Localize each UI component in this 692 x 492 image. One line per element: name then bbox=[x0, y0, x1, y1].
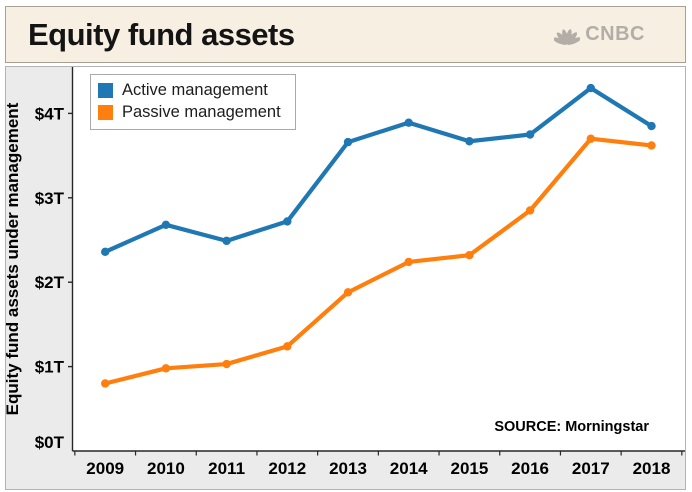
series-line-active-management bbox=[103, 85, 654, 254]
x-tick-label: 2012 bbox=[268, 459, 306, 478]
data-point-passive-management-2010 bbox=[161, 364, 171, 373]
y-tick-label: $3T bbox=[35, 189, 65, 208]
data-point-passive-management-2016 bbox=[525, 206, 535, 215]
data-point-passive-management-2014 bbox=[404, 257, 413, 267]
data-point-active-management-2014 bbox=[404, 118, 413, 127]
data-point-passive-management-2018 bbox=[647, 141, 656, 150]
legend-label: Passive management bbox=[122, 103, 281, 121]
data-point-active-management-2011 bbox=[222, 236, 231, 246]
x-tick-label: 2015 bbox=[450, 459, 488, 478]
legend: Active management Passive management bbox=[90, 74, 296, 130]
cnbc-wordmark: CNBC bbox=[585, 23, 645, 45]
chart-area: $0T $1T $2T $3T $4T 2009 2010 2011 2012 2013 2014 2… bbox=[5, 66, 686, 490]
source-note: SOURCE: Morningstar bbox=[494, 419, 649, 435]
x-tick-label: 2011 bbox=[208, 459, 245, 478]
x-tick-label: 2017 bbox=[572, 459, 610, 478]
chart-header: Equity fund assets CNBC bbox=[5, 6, 686, 63]
data-point-passive-management-2015 bbox=[465, 250, 474, 260]
cnbc-logo: CNBC bbox=[554, 23, 645, 46]
data-point-active-management-2018 bbox=[647, 121, 656, 131]
data-point-active-management-2015 bbox=[465, 137, 474, 146]
y-tick-label: $4T bbox=[35, 104, 65, 123]
legend-item-passive-management: Passive management bbox=[98, 103, 281, 122]
x-tick-label: 2018 bbox=[633, 459, 671, 478]
x-tick-label: 2010 bbox=[147, 459, 185, 478]
data-point-active-management-2013 bbox=[343, 137, 353, 147]
legend-label: Active management bbox=[122, 81, 268, 99]
x-tick-label: 2014 bbox=[390, 459, 428, 478]
legend-item-active-management: Active management bbox=[98, 81, 281, 100]
data-point-passive-management-2012 bbox=[283, 342, 292, 351]
cnbc-peacock-icon bbox=[554, 28, 581, 45]
y-tick-label: $0T bbox=[35, 433, 65, 452]
legend-swatch-passive-management bbox=[98, 105, 113, 120]
data-point-active-management-2012 bbox=[283, 217, 292, 226]
data-point-passive-management-2009 bbox=[101, 379, 110, 388]
data-point-passive-management-2017 bbox=[586, 134, 595, 143]
data-point-active-management-2016 bbox=[525, 130, 535, 139]
data-point-passive-management-2013 bbox=[343, 288, 353, 297]
data-point-active-management-2017 bbox=[586, 83, 595, 93]
data-point-active-management-2009 bbox=[101, 247, 110, 257]
chart-title: Equity fund assets bbox=[28, 16, 295, 52]
y-tick-label: $1T bbox=[35, 358, 65, 377]
data-point-active-management-2010 bbox=[161, 220, 171, 230]
series-line-passive-management bbox=[103, 136, 654, 386]
x-tick-label: 2016 bbox=[511, 459, 549, 478]
x-tick-label: 2013 bbox=[329, 459, 367, 478]
data-point-passive-management-2011 bbox=[222, 359, 231, 369]
legend-swatch-active-management bbox=[98, 83, 113, 98]
x-tick-label: 2009 bbox=[86, 459, 124, 478]
y-tick-label: $2T bbox=[35, 273, 65, 292]
y-axis-title: Equity fund assets under management bbox=[6, 102, 22, 415]
line-chart: $0T $1T $2T $3T $4T 2009 2010 2011 2012 2013 2014 2… bbox=[6, 67, 685, 489]
